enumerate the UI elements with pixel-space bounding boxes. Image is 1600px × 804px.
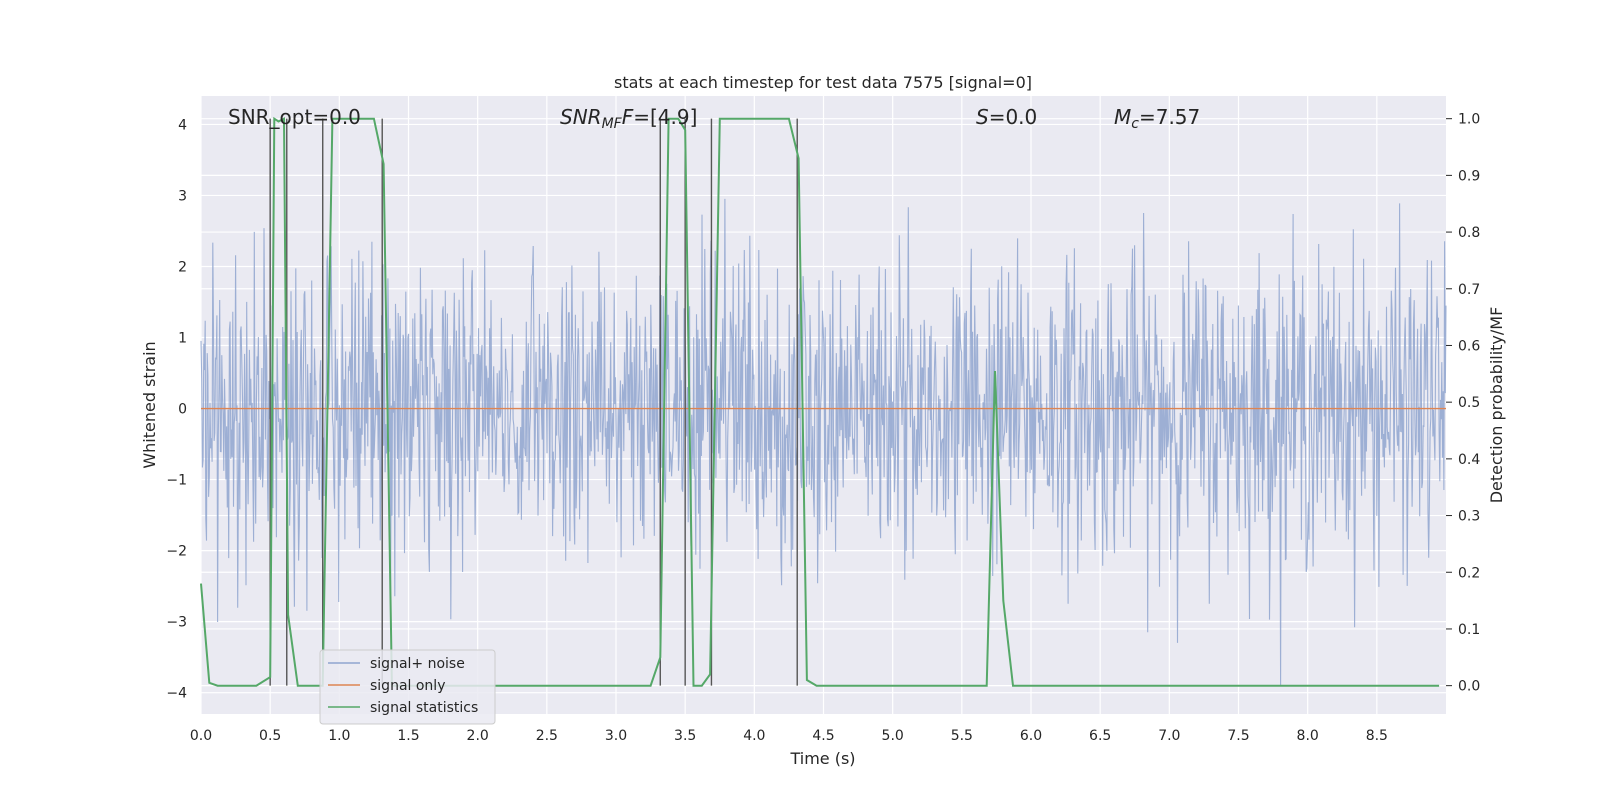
legend-label-signal-noise: signal+ noise — [370, 656, 465, 672]
y-right-tick-label: 0.0 — [1458, 679, 1480, 695]
y-left-tick-label: 0 — [178, 402, 187, 418]
y-right-tick-label: 0.3 — [1458, 509, 1480, 525]
snr-mf-annotation: SNRMFF=[4.9] — [560, 105, 697, 132]
x-tick-label: 8.5 — [1366, 728, 1388, 744]
y-left-tick-label: −2 — [166, 544, 187, 560]
x-tick-label: 7.5 — [1227, 728, 1249, 744]
legend: signal+ noise signal only signal statist… — [319, 649, 496, 725]
signal-statistics-series — [200, 116, 1440, 687]
x-tick-label: 5.5 — [951, 728, 973, 744]
x-tick-label: 5.0 — [882, 728, 904, 744]
y-right-tick-label: 0.4 — [1458, 452, 1480, 468]
y-right-tick-labels: 0.0 0.1 0.2 0.3 0.4 0.5 0.6 0.7 0.8 0.9 1.0 — [1446, 112, 1480, 695]
x-tick-label: 6.5 — [1089, 728, 1111, 744]
x-tick-label: 3.5 — [674, 728, 696, 744]
mc-annotation: Mc=7.57 — [1114, 105, 1200, 132]
x-axis-label: Time (s) — [789, 749, 855, 768]
x-tick-label: 1.5 — [397, 728, 419, 744]
x-tick-label: 2.5 — [536, 728, 558, 744]
y-right-tick-label: 1.0 — [1458, 112, 1480, 128]
legend-box — [319, 649, 496, 725]
y-axis-right-label: Detection probability/MF — [1487, 307, 1506, 504]
x-tick-label: 2.0 — [467, 728, 489, 744]
y-right-tick-label: 0.5 — [1458, 395, 1480, 411]
grid-lines — [200, 96, 1446, 714]
y-right-tick-label: 0.6 — [1458, 338, 1480, 354]
chart-title: stats at each timestep for test data 757… — [614, 73, 1032, 92]
x-tick-label: 6.0 — [1020, 728, 1042, 744]
y-left-tick-label: 4 — [178, 117, 187, 133]
y-right-tick-label: 0.1 — [1458, 622, 1480, 638]
y-left-tick-label: 1 — [178, 331, 187, 347]
signal-noise-line — [200, 198, 1447, 686]
y-right-tick-label: 0.9 — [1458, 168, 1480, 184]
signal-noise-series — [200, 198, 1447, 686]
signal-statistics-line — [200, 116, 1440, 687]
x-tick-label: 0.0 — [190, 728, 212, 744]
y-axis-left-label: Whitened strain — [140, 341, 159, 468]
x-tick-label: 1.0 — [328, 728, 350, 744]
x-tick-label: 4.5 — [812, 728, 834, 744]
y-left-tick-labels: −4 −3 −2 −1 0 1 2 3 4 — [166, 117, 187, 701]
y-right-tick-label: 0.2 — [1458, 565, 1480, 581]
y-left-tick-label: 3 — [178, 188, 187, 204]
x-tick-label: 8.0 — [1297, 728, 1319, 744]
x-tick-labels: 0.0 0.5 1.0 1.5 2.0 2.5 3.0 3.5 4.0 4.5 5.0 5.5 6.0 6… — [190, 728, 1388, 744]
snr-opt-annotation: SNR_opt=0.0 — [228, 105, 361, 129]
y-right-tick-label: 0.8 — [1458, 225, 1480, 241]
y-left-tick-label: −1 — [166, 473, 187, 489]
x-tick-label: 4.0 — [743, 728, 765, 744]
x-tick-label: 7.0 — [1158, 728, 1180, 744]
legend-label-signal-only: signal only — [370, 678, 445, 694]
y-left-tick-label: 2 — [178, 259, 187, 275]
y-right-tick-label: 0.7 — [1458, 282, 1480, 298]
x-tick-label: 3.0 — [605, 728, 627, 744]
s-annotation: S=0.0 — [976, 105, 1037, 129]
legend-label-signal-statistics: signal statistics — [370, 700, 478, 716]
y-left-tick-label: −4 — [166, 686, 187, 702]
x-tick-label: 0.5 — [259, 728, 281, 744]
y-left-tick-label: −3 — [166, 615, 187, 631]
